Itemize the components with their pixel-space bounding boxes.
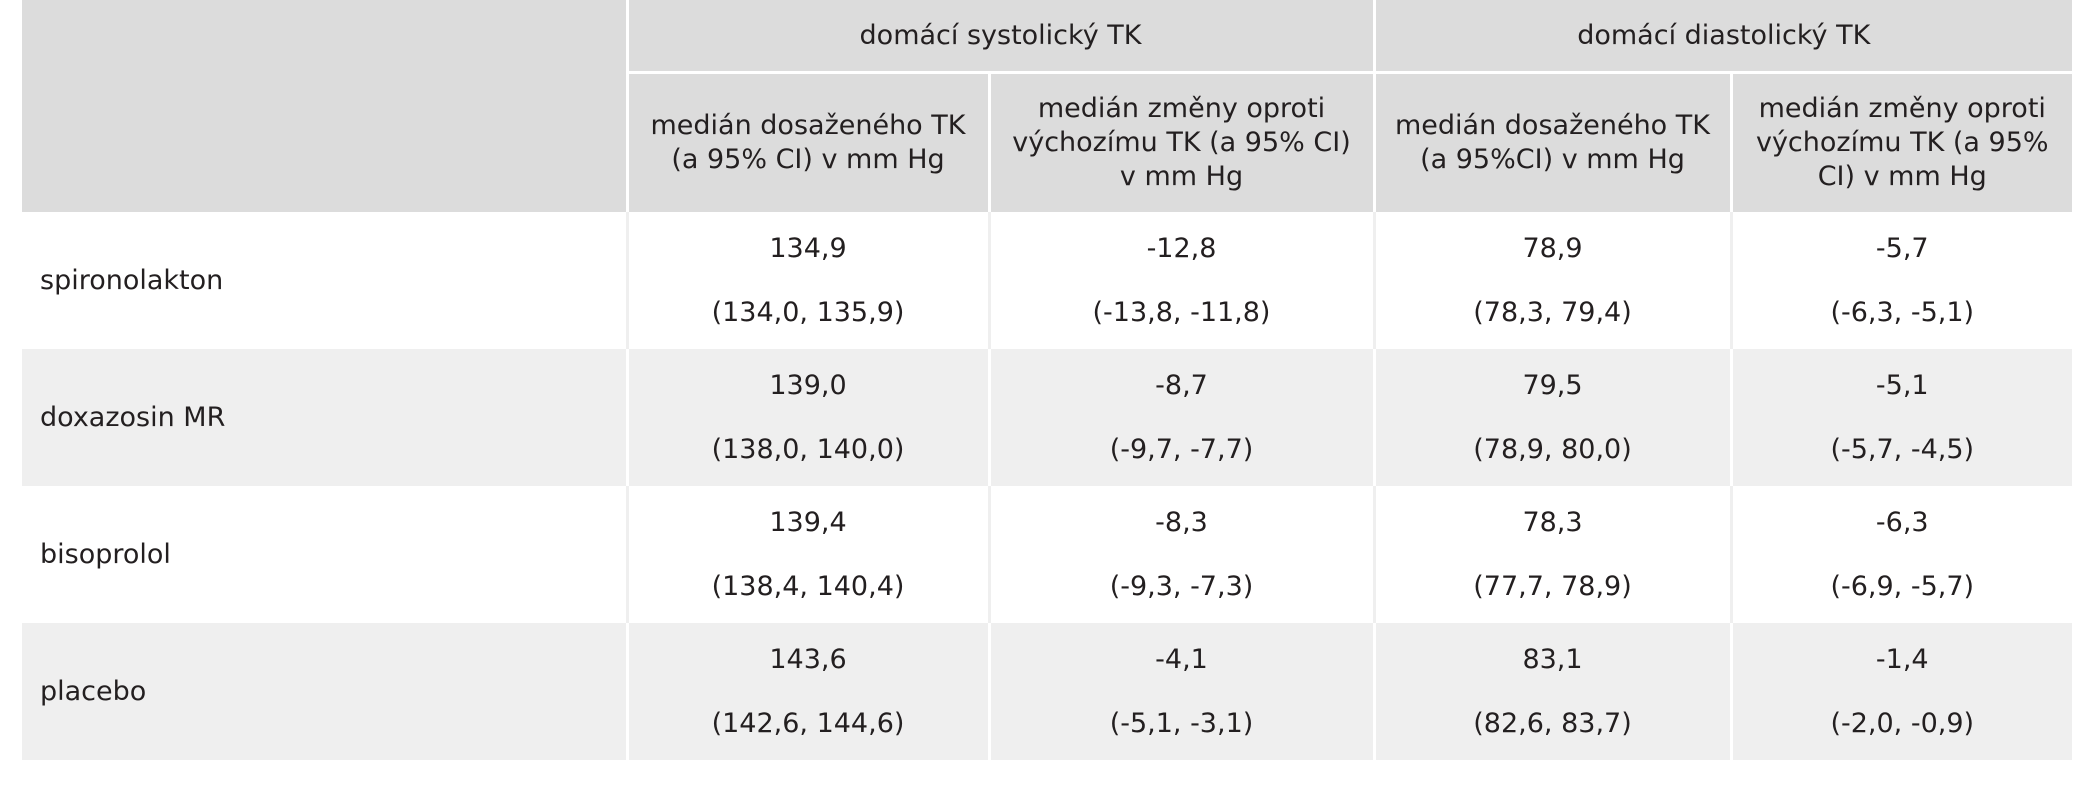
- dia-change-cell: -6,3 (-6,9, -5,7): [1729, 486, 2073, 623]
- table-body: spironolakton 134,9 (134,0, 135,9) -12,8…: [22, 212, 2073, 760]
- dia-change-median: -1,4: [1875, 643, 1929, 675]
- dia-change-median: -5,1: [1875, 369, 1929, 401]
- table-row: placebo 143,6 (142,6, 144,6) -4,1 (-5,1,…: [22, 623, 2073, 760]
- dia-achieved-ci: (78,3, 79,4): [1473, 296, 1632, 328]
- dia-change-ci: (-5,7, -4,5): [1830, 433, 1975, 465]
- sys-change-median: -8,3: [1155, 506, 1208, 538]
- sys-change-ci: (-5,1, -3,1): [1109, 707, 1254, 739]
- table-row: spironolakton 134,9 (134,0, 135,9) -12,8…: [22, 212, 2073, 349]
- results-table-container: domácí systolický TK domácí diastolický …: [22, 0, 2073, 760]
- sys-change-median: -8,7: [1155, 369, 1208, 401]
- drug-name: bisoprolol: [22, 486, 627, 623]
- dia-change-ci: (-6,9, -5,7): [1830, 570, 1975, 602]
- sys-achieved-cell: 139,0 (138,0, 140,0): [625, 349, 989, 486]
- dia-achieved-median: 83,1: [1522, 643, 1583, 675]
- sys-achieved-ci: (138,0, 140,0): [711, 433, 905, 465]
- dia-change-cell: -5,7 (-6,3, -5,1): [1729, 212, 2073, 349]
- sys-change-cell: -4,1 (-5,1, -3,1): [987, 623, 1374, 760]
- dia-change-ci: (-2,0, -0,9): [1830, 707, 1975, 739]
- sys-change-cell: -8,7 (-9,7, -7,7): [987, 349, 1374, 486]
- header-corner-cell: [22, 0, 627, 212]
- sys-achieved-cell: 143,6 (142,6, 144,6): [625, 623, 989, 760]
- header-sys-achieved: medián dosaženého TK (a 95% CI) v mm Hg: [625, 71, 989, 212]
- drug-name: spironolakton: [22, 212, 627, 349]
- table-header: domácí systolický TK domácí diastolický …: [22, 0, 2073, 212]
- header-dia-achieved: medián dosaženého TK (a 95%CI) v mm Hg: [1372, 71, 1731, 212]
- dia-change-ci: (-6,3, -5,1): [1830, 296, 1975, 328]
- sys-achieved-median: 139,4: [769, 506, 847, 538]
- sys-change-cell: -12,8 (-13,8, -11,8): [987, 212, 1374, 349]
- dia-achieved-cell: 83,1 (82,6, 83,7): [1372, 623, 1731, 760]
- dia-achieved-median: 79,5: [1522, 369, 1583, 401]
- dia-achieved-cell: 78,3 (77,7, 78,9): [1372, 486, 1731, 623]
- dia-achieved-ci: (78,9, 80,0): [1473, 433, 1632, 465]
- sys-achieved-ci: (142,6, 144,6): [711, 707, 905, 739]
- sys-achieved-median: 143,6: [769, 643, 847, 675]
- table-row: doxazosin MR 139,0 (138,0, 140,0) -8,7 (…: [22, 349, 2073, 486]
- header-dia-change: medián změny oproti výchozímu TK (a 95% …: [1729, 71, 2073, 212]
- header-group-diastolic: domácí diastolický TK: [1372, 0, 2073, 73]
- dia-achieved-median: 78,3: [1522, 506, 1583, 538]
- table-row: bisoprolol 139,4 (138,4, 140,4) -8,3 (-9…: [22, 486, 2073, 623]
- dia-achieved-median: 78,9: [1522, 232, 1583, 264]
- header-sys-change: medián změny oproti výchozímu TK (a 95% …: [987, 71, 1374, 212]
- dia-change-median: -6,3: [1875, 506, 1929, 538]
- sys-change-cell: -8,3 (-9,3, -7,3): [987, 486, 1374, 623]
- dia-achieved-cell: 78,9 (78,3, 79,4): [1372, 212, 1731, 349]
- sys-change-ci: (-13,8, -11,8): [1092, 296, 1271, 328]
- dia-achieved-ci: (82,6, 83,7): [1473, 707, 1632, 739]
- drug-name: placebo: [22, 623, 627, 760]
- sys-achieved-cell: 139,4 (138,4, 140,4): [625, 486, 989, 623]
- dia-achieved-ci: (77,7, 78,9): [1473, 570, 1632, 602]
- sys-achieved-median: 139,0: [769, 369, 847, 401]
- dia-achieved-cell: 79,5 (78,9, 80,0): [1372, 349, 1731, 486]
- sys-change-median: -12,8: [1146, 232, 1217, 264]
- blood-pressure-table: domácí systolický TK domácí diastolický …: [22, 0, 2073, 760]
- sys-achieved-ci: (134,0, 135,9): [711, 296, 905, 328]
- sys-change-ci: (-9,3, -7,3): [1109, 570, 1254, 602]
- sys-achieved-cell: 134,9 (134,0, 135,9): [625, 212, 989, 349]
- dia-change-median: -5,7: [1875, 232, 1929, 264]
- sys-achieved-median: 134,9: [769, 232, 847, 264]
- drug-name: doxazosin MR: [22, 349, 627, 486]
- sys-achieved-ci: (138,4, 140,4): [711, 570, 905, 602]
- sys-change-median: -4,1: [1155, 643, 1208, 675]
- dia-change-cell: -5,1 (-5,7, -4,5): [1729, 349, 2073, 486]
- sys-change-ci: (-9,7, -7,7): [1109, 433, 1254, 465]
- dia-change-cell: -1,4 (-2,0, -0,9): [1729, 623, 2073, 760]
- header-group-systolic: domácí systolický TK: [625, 0, 1374, 73]
